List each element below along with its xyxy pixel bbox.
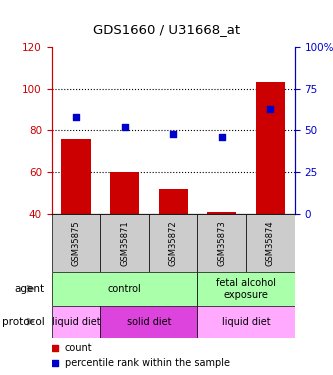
Point [170, 130, 176, 136]
Point [53, 360, 58, 366]
Bar [197, 306, 295, 338]
Point [53, 345, 58, 351]
Text: GSM35871: GSM35871 [120, 220, 129, 266]
Bar [197, 272, 295, 306]
Text: solid diet: solid diet [127, 316, 171, 327]
Text: control: control [108, 284, 142, 294]
Bar [61, 139, 91, 214]
Text: percentile rank within the sample: percentile rank within the sample [65, 358, 230, 368]
Bar [100, 214, 149, 272]
Bar [246, 214, 295, 272]
Text: fetal alcohol
exposure: fetal alcohol exposure [216, 278, 276, 300]
Text: GSM35874: GSM35874 [266, 220, 275, 266]
Text: GSM35872: GSM35872 [168, 220, 178, 266]
Bar [159, 189, 188, 214]
Bar [52, 214, 100, 272]
Bar [149, 214, 197, 272]
Point [268, 106, 273, 112]
Point [73, 114, 79, 120]
Bar [256, 82, 285, 214]
Bar [207, 211, 236, 214]
Text: GSM35875: GSM35875 [71, 220, 81, 266]
Bar [100, 306, 197, 338]
Bar [110, 172, 139, 214]
Bar [197, 214, 246, 272]
Point [122, 124, 127, 130]
Text: liquid diet: liquid diet [52, 316, 100, 327]
Bar [52, 272, 197, 306]
Text: GDS1660 / U31668_at: GDS1660 / U31668_at [93, 22, 240, 36]
Text: count: count [65, 343, 93, 353]
Bar [52, 306, 100, 338]
Text: protocol: protocol [2, 316, 45, 327]
Text: agent: agent [15, 284, 45, 294]
Text: GSM35873: GSM35873 [217, 220, 226, 266]
Point [219, 134, 224, 140]
Text: liquid diet: liquid diet [222, 316, 270, 327]
